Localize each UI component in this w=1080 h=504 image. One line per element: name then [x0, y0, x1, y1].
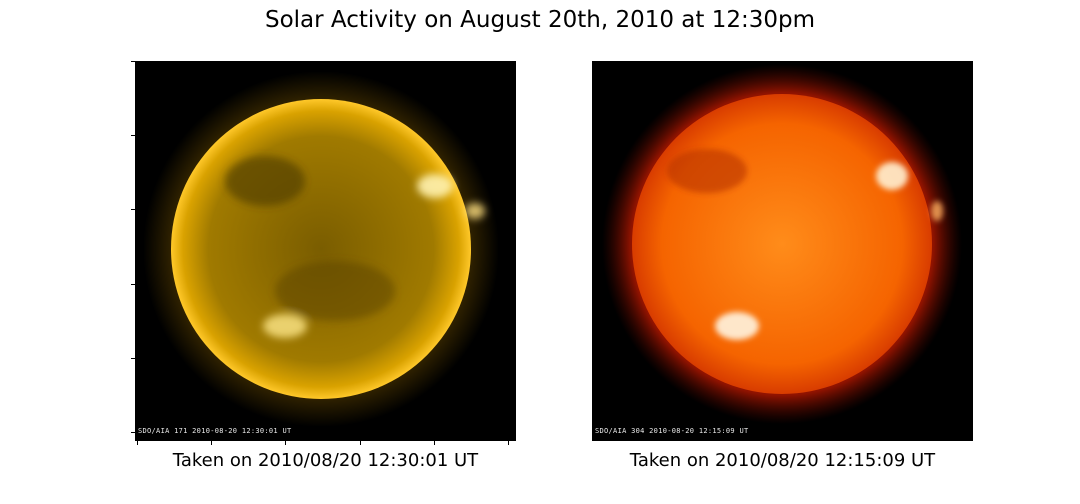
active-region-bright [263, 314, 307, 338]
x-axis-tick [434, 441, 435, 445]
figure-title: Solar Activity on August 20th, 2010 at 1… [264, 7, 816, 33]
y-axis-tick [131, 358, 135, 359]
y-axis-tick [131, 135, 135, 136]
coronal-hole [275, 261, 395, 321]
caption-right: Taken on 2010/08/20 12:15:09 UT [629, 450, 936, 471]
y-axis-tick [131, 61, 135, 62]
sun-image-aia171: SDO/AIA 171 2010-08-20 12:30:01 UT [135, 61, 516, 441]
instrument-stamp: SDO/AIA 304 2010-08-20 12:15:09 UT [595, 427, 749, 435]
x-axis-tick [137, 441, 138, 445]
coronal-hole [225, 156, 305, 206]
prominence [931, 201, 943, 221]
active-region-bright [417, 174, 453, 198]
active-region-bright [465, 203, 485, 219]
dark-filament [667, 149, 747, 193]
x-axis-tick [508, 441, 509, 445]
y-axis-tick [131, 284, 135, 285]
solar-disk [632, 94, 932, 394]
y-axis-tick [131, 432, 135, 433]
sun-image-aia304: SDO/AIA 304 2010-08-20 12:15:09 UT [592, 61, 973, 441]
x-axis-tick [285, 441, 286, 445]
instrument-stamp: SDO/AIA 171 2010-08-20 12:30:01 UT [138, 427, 292, 435]
x-axis-tick [360, 441, 361, 445]
active-region-bright [876, 162, 908, 190]
y-axis-tick [131, 209, 135, 210]
active-region-bright [715, 312, 759, 340]
solar-disk [171, 99, 471, 399]
caption-left: Taken on 2010/08/20 12:30:01 UT [172, 450, 479, 471]
x-axis-tick [211, 441, 212, 445]
sun-disk-aia304 [602, 64, 962, 424]
sun-disk-aia171 [143, 71, 499, 427]
